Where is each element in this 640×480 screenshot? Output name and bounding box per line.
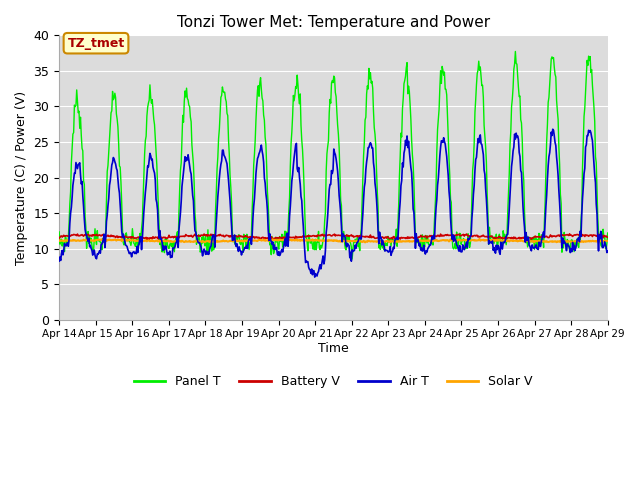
X-axis label: Time: Time [318, 342, 349, 355]
Legend: Panel T, Battery V, Air T, Solar V: Panel T, Battery V, Air T, Solar V [129, 370, 538, 393]
Title: Tonzi Tower Met: Temperature and Power: Tonzi Tower Met: Temperature and Power [177, 15, 490, 30]
Y-axis label: Temperature (C) / Power (V): Temperature (C) / Power (V) [15, 91, 28, 264]
Text: TZ_tmet: TZ_tmet [67, 36, 125, 50]
